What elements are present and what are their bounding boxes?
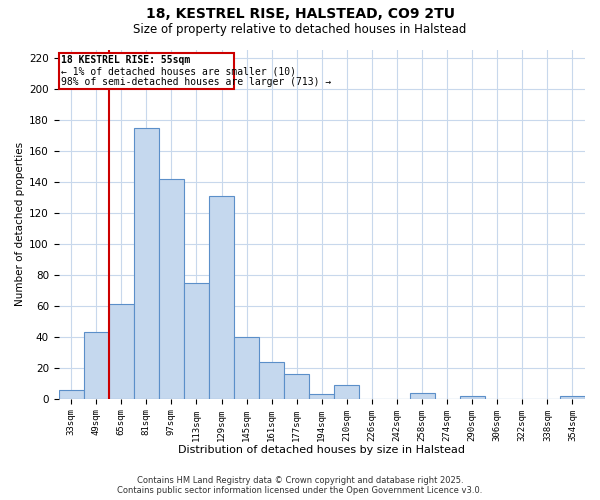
Bar xyxy=(184,282,209,399)
Bar xyxy=(309,394,334,399)
Bar xyxy=(209,196,234,399)
Bar xyxy=(159,178,184,399)
Y-axis label: Number of detached properties: Number of detached properties xyxy=(15,142,25,306)
Text: 18 KESTREL RISE: 55sqm: 18 KESTREL RISE: 55sqm xyxy=(61,56,190,66)
Bar xyxy=(134,128,159,399)
Text: 18, KESTREL RISE, HALSTEAD, CO9 2TU: 18, KESTREL RISE, HALSTEAD, CO9 2TU xyxy=(146,8,455,22)
X-axis label: Distribution of detached houses by size in Halstead: Distribution of detached houses by size … xyxy=(178,445,466,455)
Text: ← 1% of detached houses are smaller (10): ← 1% of detached houses are smaller (10) xyxy=(61,66,296,76)
Text: Size of property relative to detached houses in Halstead: Size of property relative to detached ho… xyxy=(133,22,467,36)
Text: 98% of semi-detached houses are larger (713) →: 98% of semi-detached houses are larger (… xyxy=(61,77,331,87)
Bar xyxy=(460,396,485,399)
Bar xyxy=(560,396,585,399)
Text: Contains HM Land Registry data © Crown copyright and database right 2025.
Contai: Contains HM Land Registry data © Crown c… xyxy=(118,476,482,495)
Bar xyxy=(259,362,284,399)
Bar xyxy=(84,332,109,399)
Bar xyxy=(284,374,309,399)
Bar xyxy=(59,390,84,399)
Bar xyxy=(234,337,259,399)
Bar xyxy=(334,385,359,399)
Bar xyxy=(410,392,434,399)
Bar xyxy=(109,304,134,399)
FancyBboxPatch shape xyxy=(59,53,234,89)
